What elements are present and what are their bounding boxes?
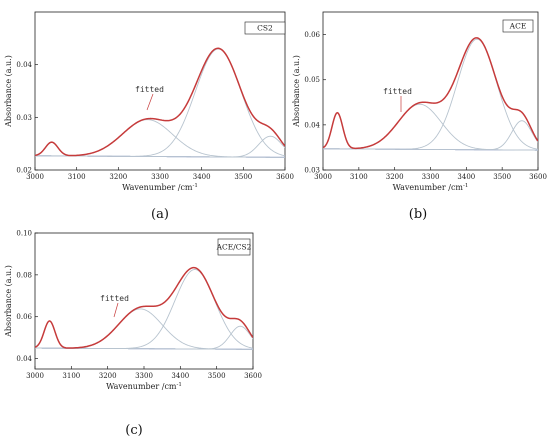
fitted-envelope xyxy=(323,37,538,150)
y-tick-label: 0.06 xyxy=(16,313,32,321)
y-axis-label: Absorbance (a.u.) xyxy=(4,265,13,338)
x-axis-label: Wavenumber /cm-1 xyxy=(106,382,182,391)
plot-area xyxy=(35,266,253,350)
fitted-envelope xyxy=(35,47,285,157)
y-tick-label: 0.06 xyxy=(304,31,320,39)
y-tick-label: 0.05 xyxy=(304,76,320,84)
x-tick-label: 3000 xyxy=(314,173,332,181)
panel-label: (a) xyxy=(151,207,169,222)
y-axis-label: Absorbance (a.u.) xyxy=(292,55,301,128)
x-tick-label: 3400 xyxy=(193,173,211,181)
legend-box xyxy=(502,19,534,33)
component-peak-3 xyxy=(323,38,538,150)
annotation-arrow xyxy=(146,93,154,111)
fitted-annotation: fitted xyxy=(100,294,129,303)
y-tick-label: 0.04 xyxy=(304,121,320,129)
plot-area xyxy=(35,47,285,158)
y-tick-label: 0.04 xyxy=(16,355,32,363)
legend-label: ACE xyxy=(509,22,527,31)
x-tick-label: 3400 xyxy=(171,372,189,380)
y-tick-label: 0.02 xyxy=(16,167,32,175)
component-peak-1 xyxy=(35,320,253,350)
x-axis-label: Wavenumber /cm-1 xyxy=(393,183,469,192)
x-tick-label: 3500 xyxy=(208,372,226,380)
x-tick-label: 3000 xyxy=(26,372,44,380)
x-tick-label: 3600 xyxy=(244,372,262,380)
component-peak-2 xyxy=(35,308,253,350)
legend-box xyxy=(217,238,251,256)
component-peak-4 xyxy=(323,120,538,151)
y-tick-label: 0.10 xyxy=(16,230,32,238)
plot-frame xyxy=(322,11,539,171)
component-peak-2 xyxy=(35,119,285,158)
chart-panel-2: 3000 3100 3200 3300 3400 3500 3600 0.03 0.04 0.05… xyxy=(292,11,547,222)
fitted-annotation: fitted xyxy=(135,85,164,94)
x-tick-label: 3200 xyxy=(386,173,404,181)
x-axis-label: Wavenumber /cm-1 xyxy=(122,183,198,192)
legend-box xyxy=(244,21,286,35)
x-tick-label: 3300 xyxy=(422,173,440,181)
component-peak-4 xyxy=(35,135,285,158)
component-peak-1 xyxy=(323,112,538,151)
x-tick-label: 3200 xyxy=(109,173,127,181)
x-tick-label: 3000 xyxy=(26,173,44,181)
panel-label: (c) xyxy=(125,423,142,438)
legend-label: ACE/CS2 xyxy=(216,243,252,252)
legend-label: CS2 xyxy=(257,24,273,33)
plot-area xyxy=(323,37,538,151)
panel-label: (b) xyxy=(409,207,427,222)
fitted-annotation: fitted xyxy=(383,87,412,96)
chart-panel-3: 3000 3100 3200 3300 3400 3500 3600 0.04 0.06 0.08… xyxy=(4,230,262,439)
component-peak-3 xyxy=(35,48,285,157)
y-tick-label: 0.03 xyxy=(16,114,32,122)
x-tick-label: 3100 xyxy=(62,372,80,380)
y-tick-label: 0.04 xyxy=(16,61,32,69)
x-tick-label: 3100 xyxy=(350,173,368,181)
x-tick-label: 3100 xyxy=(68,173,86,181)
x-tick-label: 3300 xyxy=(151,173,169,181)
x-tick-label: 3200 xyxy=(99,372,117,380)
x-tick-label: 3500 xyxy=(493,173,511,181)
x-tick-label: 3600 xyxy=(276,173,294,181)
x-tick-label: 3400 xyxy=(457,173,475,181)
annotation-arrow xyxy=(113,302,119,318)
y-tick-label: 0.03 xyxy=(304,167,320,175)
y-tick-label: 0.08 xyxy=(16,271,32,279)
x-tick-label: 3300 xyxy=(135,372,153,380)
chart-panel-1: 3000 3100 3200 3300 3400 3500 3600 0.02 0.03 0.04… xyxy=(4,11,294,222)
x-tick-label: 3500 xyxy=(234,173,252,181)
fitted-envelope xyxy=(35,266,253,349)
x-tick-label: 3600 xyxy=(529,173,547,181)
y-axis-label: Absorbance (a.u.) xyxy=(4,55,13,128)
